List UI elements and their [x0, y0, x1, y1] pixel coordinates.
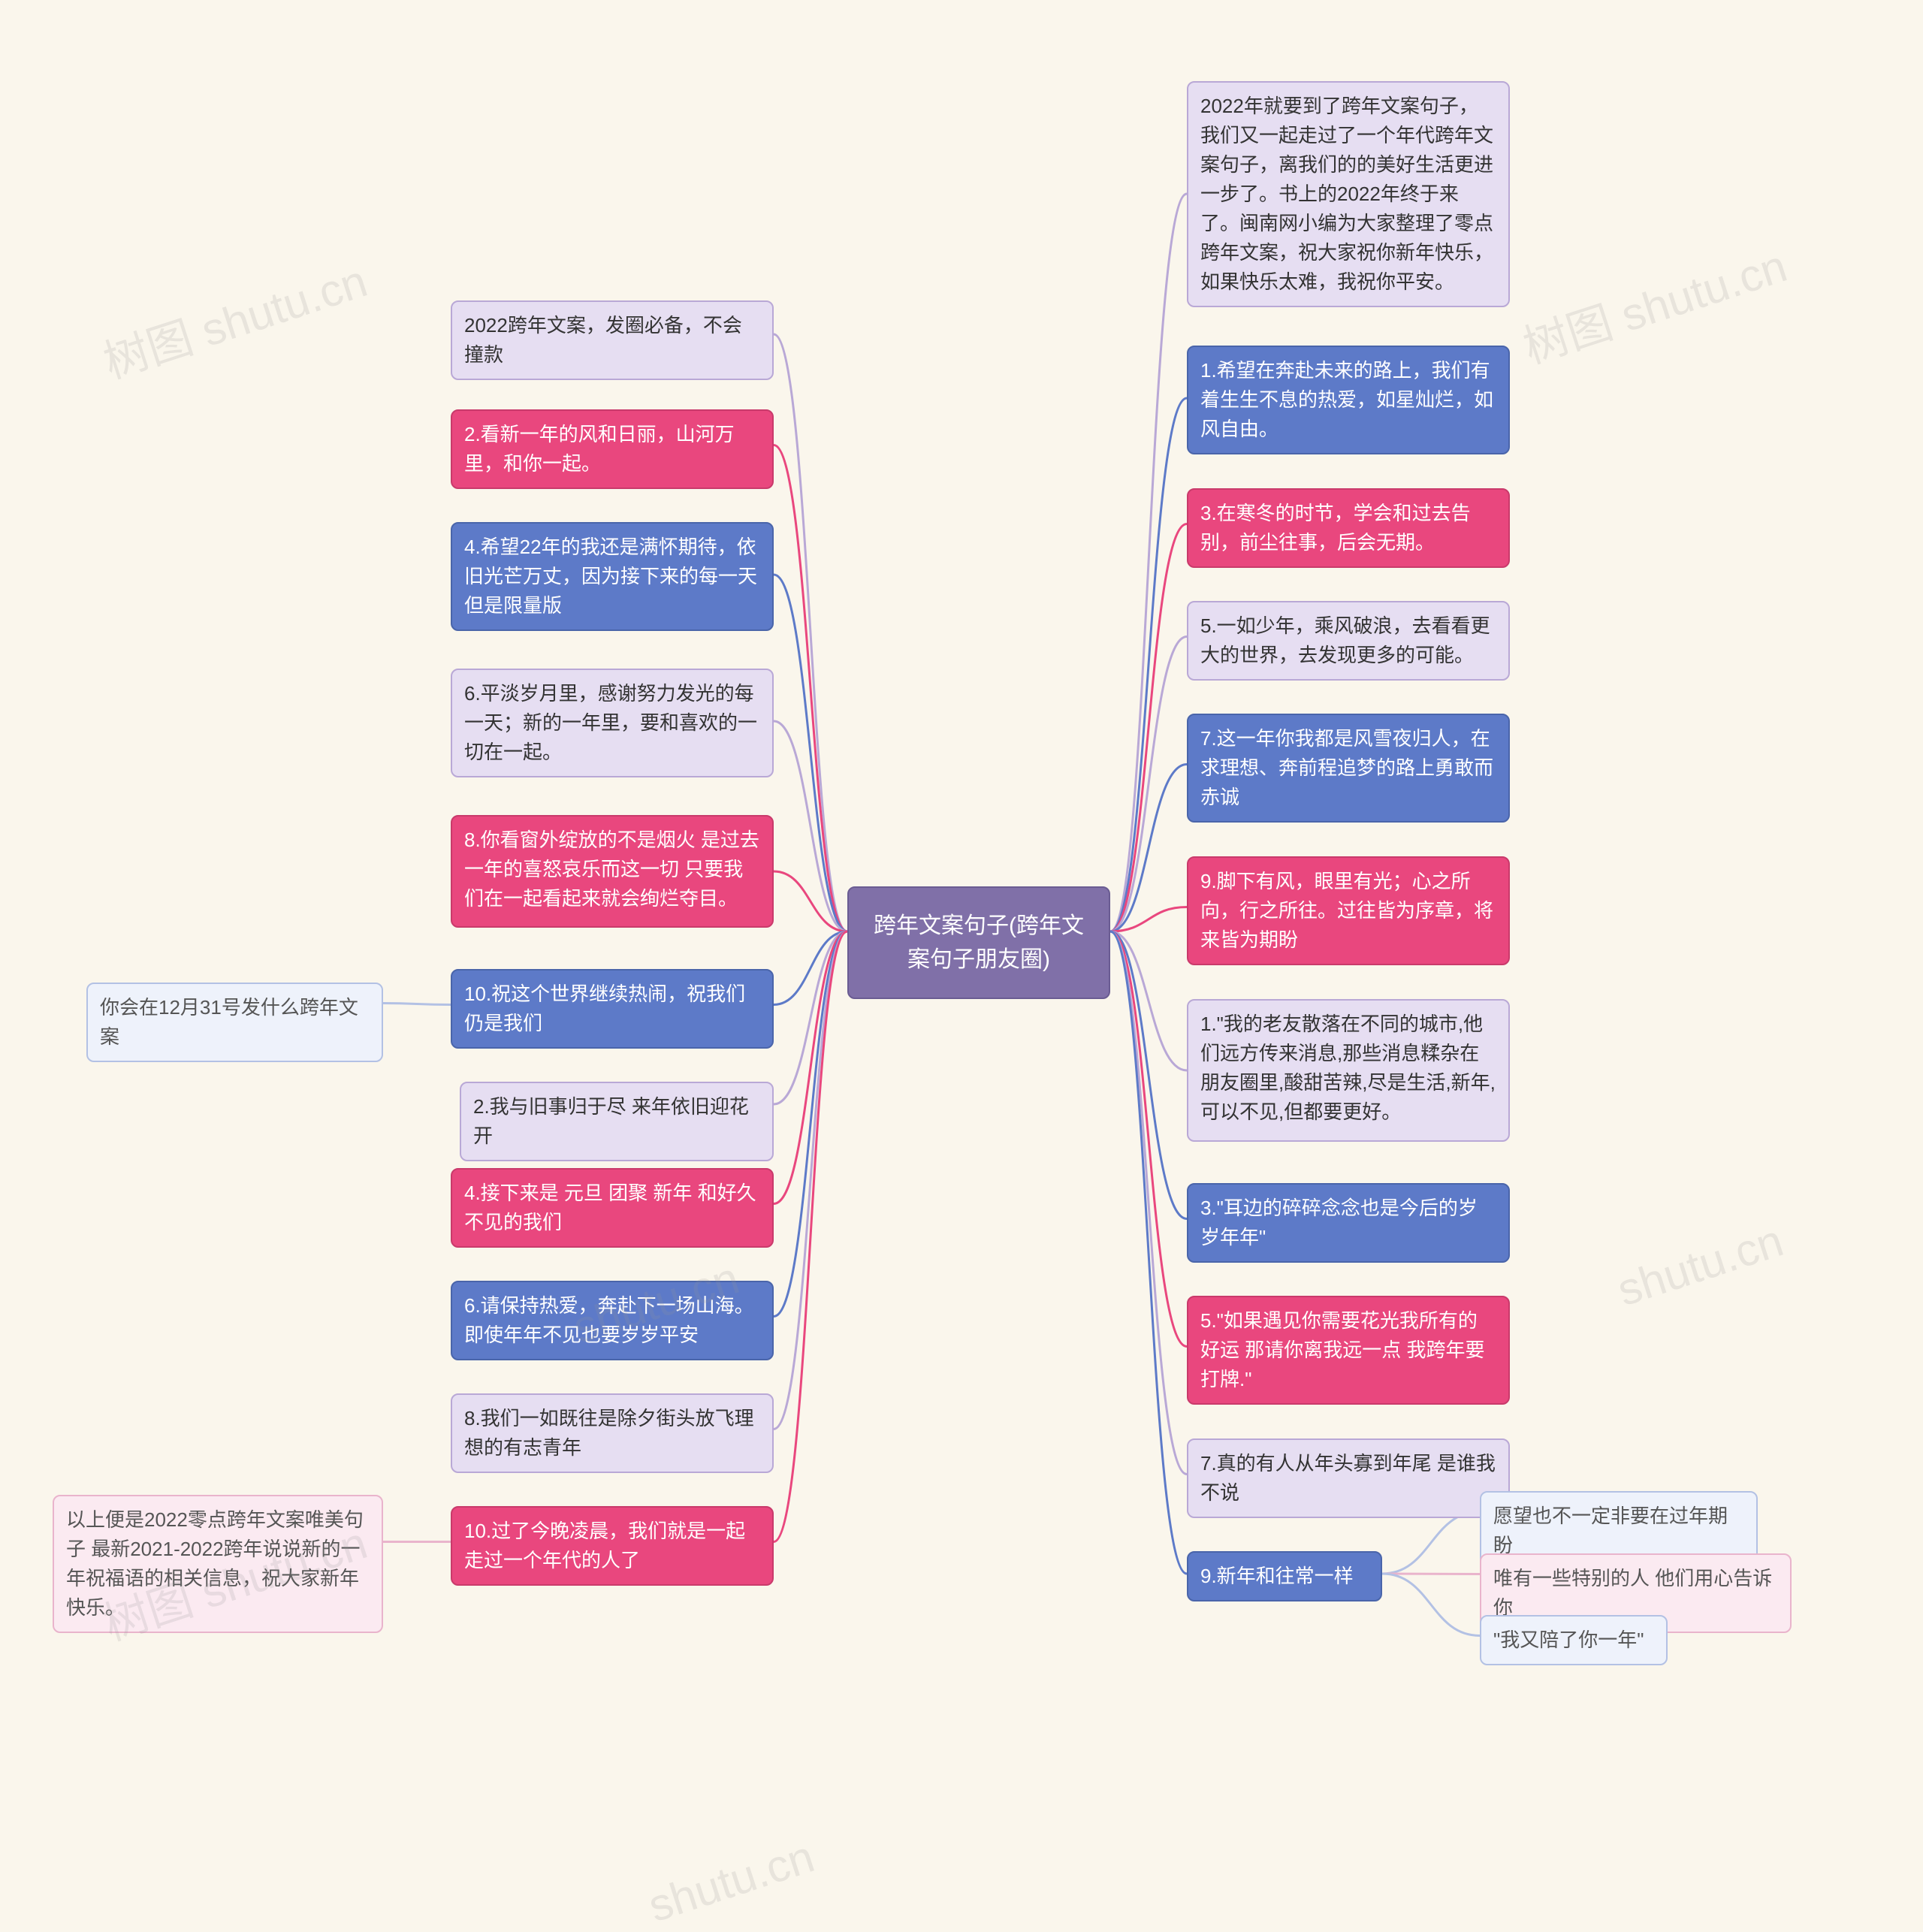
- mindmap-node[interactable]: 7.这一年你我都是风雪夜归人，在求理想、奔前程追梦的路上勇敢而赤诚: [1187, 714, 1510, 823]
- mindmap-node[interactable]: 以上便是2022零点跨年文案唯美句子 最新2021-2022跨年说说新的一年祝福…: [53, 1495, 383, 1633]
- connector: [774, 931, 847, 1005]
- mindmap-node[interactable]: 9.脚下有风，眼里有光；心之所向，行之所往。过往皆为序章，将来皆为期盼: [1187, 856, 1510, 965]
- connector: [1110, 931, 1187, 1475]
- connector: [774, 931, 847, 1104]
- connector: [1110, 907, 1187, 932]
- connector: [774, 721, 847, 931]
- watermark: shutu.cn: [1611, 1215, 1789, 1317]
- mindmap-node[interactable]: 9.新年和往常一样: [1187, 1551, 1382, 1601]
- mindmap-node[interactable]: 5."如果遇见你需要花光我所有的好运 那请你离我远一点 我跨年要打牌.": [1187, 1296, 1510, 1405]
- connector: [1110, 194, 1187, 931]
- mindmap-node[interactable]: 6.平淡岁月里，感谢努力发光的每一天；新的一年里，要和喜欢的一切在一起。: [451, 669, 774, 777]
- mindmap-node[interactable]: 4.接下来是 元旦 团聚 新年 和好久不见的我们: [451, 1168, 774, 1248]
- connector: [774, 931, 847, 1542]
- center-node[interactable]: 跨年文案句子(跨年文案句子朋友圈): [847, 886, 1110, 999]
- mindmap-node[interactable]: 你会在12月31号发什么跨年文案: [86, 983, 383, 1062]
- connector: [1110, 931, 1187, 1070]
- mindmap-node[interactable]: 10.祝这个世界继续热闹，祝我们仍是我们: [451, 969, 774, 1049]
- mindmap-node[interactable]: 6.请保持热爱，奔赴下一场山海。即使年年不见也要岁岁平安: [451, 1281, 774, 1360]
- connector: [383, 1004, 451, 1005]
- watermark: 树图 shutu.cn: [94, 245, 374, 391]
- watermark: shutu.cn: [642, 1831, 820, 1932]
- mindmap-node[interactable]: 8.我们一如既往是除夕街头放飞理想的有志青年: [451, 1393, 774, 1473]
- mindmap-node[interactable]: 10.过了今晚凌晨，我们就是一起走过一个年代的人了: [451, 1506, 774, 1586]
- connector: [1110, 637, 1187, 932]
- connector: [1110, 931, 1187, 1574]
- mindmap-node[interactable]: 3."耳边的碎碎念念也是今后的岁岁年年": [1187, 1183, 1510, 1263]
- mindmap-node[interactable]: 3.在寒冬的时节，学会和过去告别，前尘往事，后会无期。: [1187, 488, 1510, 568]
- connector: [1110, 931, 1187, 1347]
- mindmap-node[interactable]: 1.希望在奔赴未来的路上，我们有着生生不息的热爱，如星灿烂，如风自由。: [1187, 346, 1510, 454]
- connector: [774, 931, 847, 1204]
- connector: [1110, 765, 1187, 932]
- mindmap-node[interactable]: 2.我与旧事归于尽 来年依旧迎花开: [460, 1082, 774, 1161]
- mindmap-node[interactable]: 2022跨年文案，发圈必备，不会撞款: [451, 300, 774, 380]
- mindmap-node[interactable]: 2.看新一年的风和日丽，山河万里，和你一起。: [451, 409, 774, 489]
- connector: [1382, 1574, 1480, 1636]
- connector: [774, 931, 847, 1429]
- connector: [1110, 931, 1187, 1219]
- mindmap-node[interactable]: 1."我的老友散落在不同的城市,他们远方传来消息,那些消息糅杂在朋友圈里,酸甜苦…: [1187, 999, 1510, 1142]
- connector: [1382, 1512, 1480, 1574]
- mindmap-node[interactable]: "我又陪了你一年": [1480, 1615, 1668, 1665]
- mindmap-node[interactable]: 4.希望22年的我还是满怀期待，依旧光芒万丈，因为接下来的每一天但是限量版: [451, 522, 774, 631]
- mindmap-node[interactable]: 7.真的有人从年头寡到年尾 是谁我不说: [1187, 1438, 1510, 1518]
- watermark: 树图 shutu.cn: [1514, 230, 1794, 376]
- mindmap-node[interactable]: 5.一如少年，乘风破浪，去看看更大的世界，去发现更多的可能。: [1187, 601, 1510, 681]
- mindmap-node[interactable]: 8.你看窗外绽放的不是烟火 是过去一年的喜怒哀乐而这一切 只要我们在一起看起来就…: [451, 815, 774, 928]
- connector: [774, 334, 847, 931]
- mindmap-node[interactable]: 2022年就要到了跨年文案句子，我们又一起走过了一个年代跨年文案句子，离我们的的…: [1187, 81, 1510, 307]
- connector: [774, 575, 847, 931]
- connector: [774, 445, 847, 932]
- connector: [1110, 524, 1187, 932]
- connector: [774, 871, 847, 931]
- connector: [1110, 398, 1187, 931]
- connector: [774, 931, 847, 1317]
